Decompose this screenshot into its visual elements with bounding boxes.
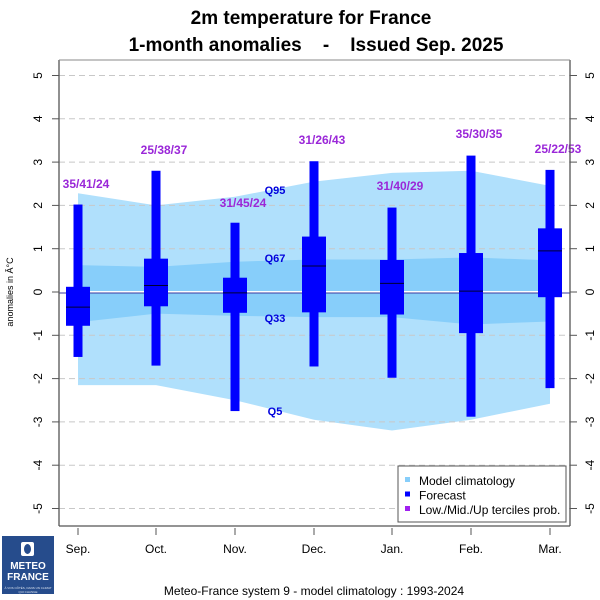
y-tick-label-left: -4 (31, 460, 45, 471)
tercile-prob-label: 31/45/24 (220, 196, 267, 210)
y-tick-label-left: 3 (31, 158, 45, 165)
forecast-box (538, 228, 562, 298)
y-tick-label-right: -5 (583, 503, 597, 514)
y-tick-label-left: 1 (31, 245, 45, 252)
legend-swatch (405, 506, 410, 511)
forecast-whisker (73, 204, 83, 357)
y-axis-label: anomalies in Â°C (5, 257, 15, 327)
forecast-boxes (66, 155, 562, 417)
y-tick-label-right: -1 (583, 330, 597, 341)
chart-title: 2m temperature for France (191, 8, 432, 29)
axes: 5 5 4 4 3 3 2 2 1 1 0 0 -1 -1 -2 -2 -3 -3 -4 -4 -5 -5 Sep. Oct.… (31, 59, 597, 556)
legend-label: Model climatology (419, 474, 515, 488)
y-tick-label-left: 0 (31, 288, 45, 295)
quantile-label: Q67 (265, 253, 286, 265)
legend-label: Low./Mid./Up terciles prob. (419, 503, 560, 517)
y-tick-label-left: -3 (31, 416, 45, 427)
y-tick-label-left: 4 (31, 115, 45, 122)
y-tick-label-right: 5 (583, 72, 597, 79)
tercile-prob-label: 25/38/37 (141, 143, 188, 157)
y-tick-label-left: 5 (31, 72, 45, 79)
y-tick-label-right: 0 (583, 288, 597, 295)
y-tick-label-right: 1 (583, 245, 597, 252)
forecast-box (302, 236, 326, 313)
legend-label: Forecast (419, 489, 466, 503)
y-tick-label-left: -5 (31, 503, 45, 514)
forecast-box (380, 259, 404, 315)
y-tick-label-right: 3 (583, 158, 597, 165)
y-tick-label-left: -2 (31, 373, 45, 384)
gridlines (59, 75, 570, 509)
y-tick-label-right: -3 (583, 416, 597, 427)
quantile-label: Q33 (265, 313, 286, 325)
x-tick-label: Jan. (381, 542, 404, 556)
y-tick-label-right: -4 (583, 460, 597, 471)
x-tick-label: Sep. (66, 542, 91, 556)
y-tick-label-left: -1 (31, 330, 45, 341)
x-tick-label: Mar. (538, 542, 561, 556)
legend-swatch (405, 477, 410, 482)
logo-emblem-icon (21, 542, 34, 556)
forecast-box (66, 286, 90, 326)
meteo-france-logo: METEO FRANCE À VOS CÔTÉS, DANS UN CLIMAT… (2, 536, 54, 594)
logo-tagline: À VOS CÔTÉS, DANS UN CLIMAT QUI CHANGE (4, 586, 52, 594)
tercile-prob-label: 31/40/29 (377, 179, 424, 193)
tercile-prob-label: 35/41/24 (63, 177, 110, 191)
logo-line1: METEO (10, 561, 46, 572)
x-tick-label: Nov. (223, 542, 247, 556)
chart-subtitle: 1-month anomalies - Issued Sep. 2025 (129, 35, 504, 56)
forecast-box (144, 258, 168, 307)
x-tick-label: Dec. (302, 542, 327, 556)
quantile-label: Q95 (265, 185, 286, 197)
legend-box (397, 465, 567, 523)
footer-text: Meteo-France system 9 - model climatolog… (164, 584, 464, 598)
y-tick-label-right: 2 (583, 202, 597, 209)
legend-swatch (405, 491, 410, 497)
tercile-prob-label: 25/22/53 (535, 142, 582, 156)
logo-line2: FRANCE (7, 572, 49, 583)
forecast-whisker (230, 222, 240, 412)
tercile-prob-label: 35/30/35 (456, 127, 503, 141)
forecast-box (223, 277, 247, 313)
x-tick-label: Feb. (459, 542, 483, 556)
quantile-label: Q5 (268, 406, 283, 418)
y-tick-label-left: 2 (31, 202, 45, 209)
x-tick-label: Oct. (145, 542, 167, 556)
forecast-box (459, 253, 483, 334)
tercile-prob-label: 31/26/43 (299, 133, 346, 147)
y-tick-label-right: -2 (583, 373, 597, 384)
y-tick-label-right: 4 (583, 115, 597, 122)
